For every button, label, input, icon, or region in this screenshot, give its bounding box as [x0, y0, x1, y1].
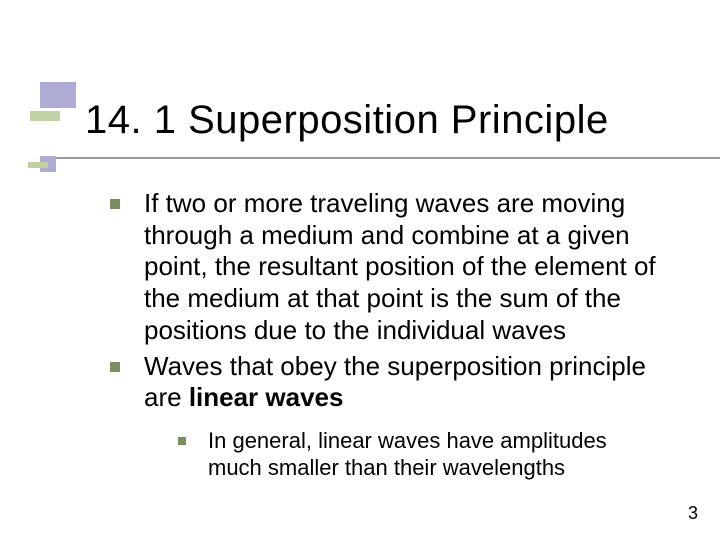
list-item: If two or more traveling waves are movin… [110, 188, 660, 347]
sub-bullet-list: In general, linear waves have amplitudes… [144, 428, 660, 482]
bullet-list: If two or more traveling waves are movin… [110, 188, 660, 482]
slide-title: 14. 1 Superposition Principle [85, 98, 609, 143]
slide: 14. 1 Superposition Principle If two or … [0, 0, 720, 540]
bold-text: linear waves [189, 382, 344, 412]
page-number: 3 [688, 503, 698, 524]
header-rule [52, 157, 720, 159]
list-item: Waves that obey the superposition princi… [110, 351, 660, 482]
text-run: If two or more traveling waves are movin… [144, 188, 656, 345]
decor-green-top [30, 111, 60, 121]
decor-purple-top [40, 82, 76, 108]
slide-body: If two or more traveling waves are movin… [110, 188, 660, 486]
sub-list-item: In general, linear waves have amplitudes… [178, 428, 660, 482]
decor-green-bottom [28, 162, 48, 168]
text-run: In general, linear waves have amplitudes… [208, 428, 607, 480]
